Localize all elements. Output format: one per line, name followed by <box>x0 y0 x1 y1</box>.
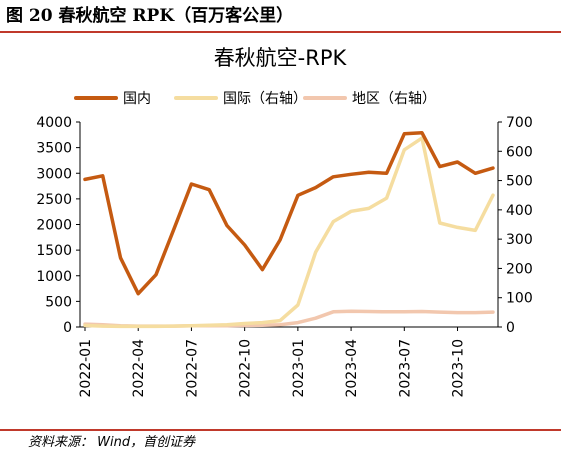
legend-label: 国内 <box>123 91 151 107</box>
y-right-tick-label: 500 <box>506 174 533 190</box>
series-layer <box>83 131 495 329</box>
y-right-tick-label: 200 <box>506 261 533 277</box>
x-tick-label: 2023-04 <box>344 339 360 398</box>
y-left-tick-label: 1500 <box>36 243 72 259</box>
top-divider <box>0 31 561 33</box>
bottom-divider <box>0 429 561 431</box>
x-tick-label: 2023-10 <box>451 339 467 398</box>
y-right-tick-label: 600 <box>506 144 533 160</box>
y-right-tick-label: 100 <box>506 291 533 307</box>
y-right-tick-label: 0 <box>506 320 515 336</box>
rpk-line-chart: 春秋航空-RPK 国内 国际（右轴） 地区（右轴） 0500100015002000… <box>36 46 532 398</box>
axes: 0 500 1000 1500 2000 2500 3000 3500 4000 0 100 200 3… <box>36 115 532 398</box>
series-line-国内 <box>83 131 495 296</box>
x-tick-label: 2022-04 <box>131 339 147 398</box>
y-left-tick-label: 2000 <box>36 218 72 234</box>
y-left-tick-label: 2500 <box>36 192 72 208</box>
y-left-tick-label: 1000 <box>36 269 72 285</box>
y-left-tick-label: 3500 <box>36 141 72 157</box>
figure-label: 图 20 春秋航空 RPK（百万客公里） <box>6 6 294 26</box>
y-right-tick-label: 300 <box>506 232 533 248</box>
y-right-tick-label: 400 <box>506 203 533 219</box>
x-tick-label: 2022-01 <box>78 339 94 398</box>
y-left-tick-label: 0 <box>63 320 72 336</box>
x-tick-label: 2023-07 <box>397 339 413 398</box>
y-left-tick-label: 3000 <box>36 166 72 182</box>
x-tick-label: 2023-01 <box>291 339 307 398</box>
y-right-tick-label: 700 <box>506 115 533 131</box>
y-left-tick-label: 500 <box>45 294 72 310</box>
legend-label: 地区（右轴） <box>352 91 436 107</box>
legend: 国内 国际（右轴） 地区（右轴） <box>74 91 436 107</box>
series-line-国际（右轴） <box>83 136 495 329</box>
legend-label: 国际（右轴） <box>223 91 307 107</box>
x-tick-label: 2022-07 <box>184 339 200 398</box>
y-left-tick-label: 4000 <box>36 115 72 131</box>
source-note: 资料来源： Wind，首创证券 <box>28 435 196 450</box>
chart-title: 春秋航空-RPK <box>214 46 348 70</box>
x-tick-label: 2022-10 <box>238 339 254 398</box>
